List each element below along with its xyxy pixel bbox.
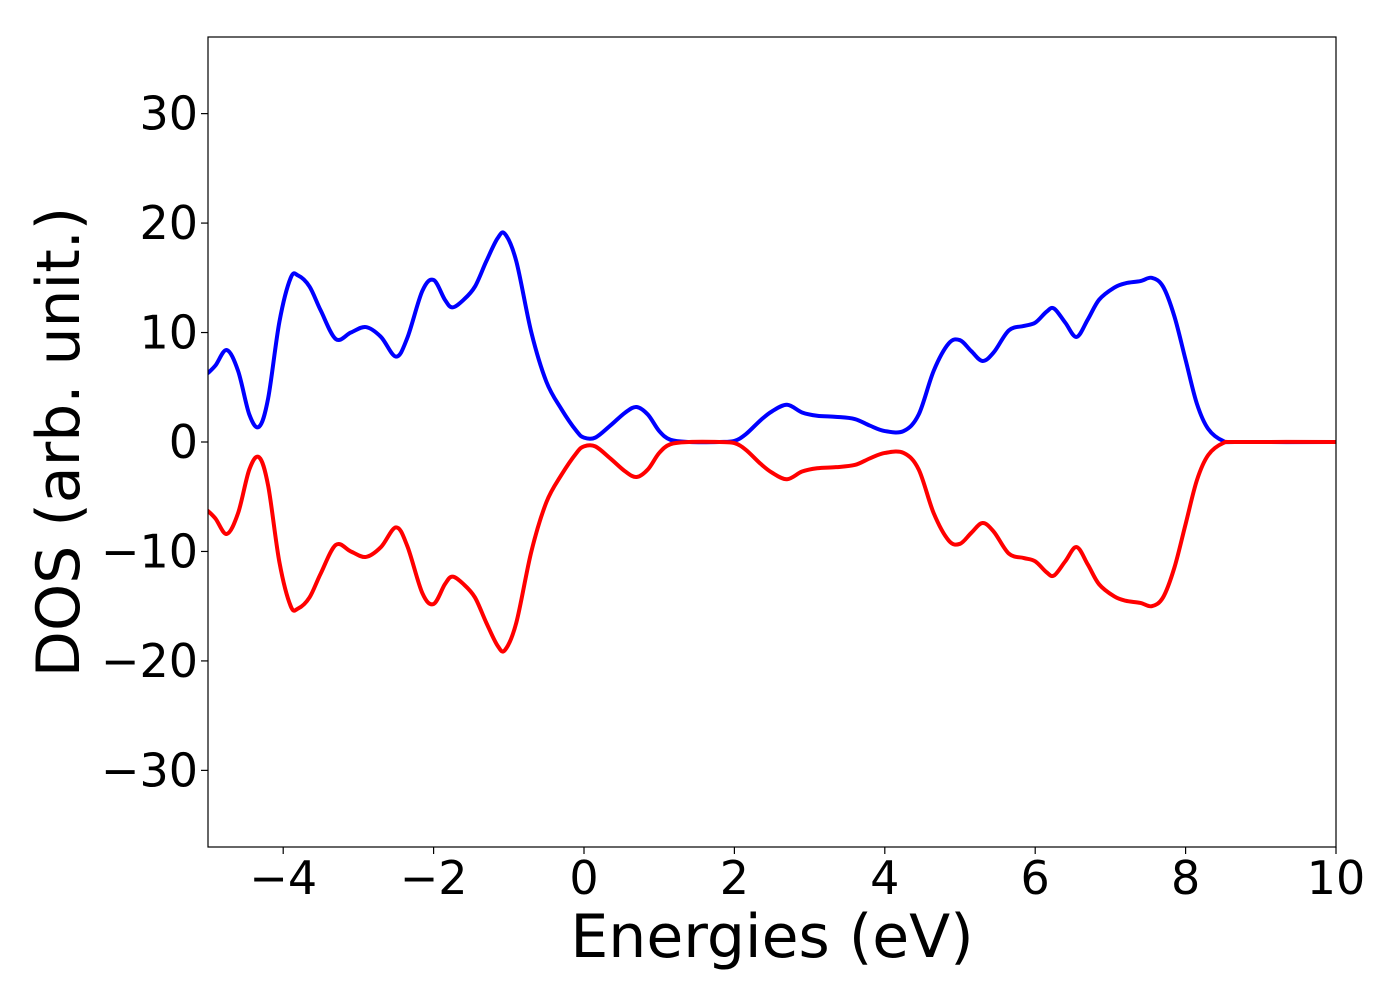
y-tick-label: −10 (101, 524, 198, 578)
x-axis-ticks: −4 −2 0 2 4 6 8 10 (249, 847, 1365, 905)
y-tick-label: 20 (139, 196, 198, 250)
x-tick-label: 4 (870, 851, 899, 905)
series-line-positive (208, 230, 1336, 445)
y-tick-label: −30 (101, 743, 198, 797)
y-axis-ticks: 30 20 10 0 −10 −20 −30 (101, 87, 208, 797)
series-line-negative (208, 439, 1336, 654)
x-tick-label: 8 (1171, 851, 1200, 905)
x-tick-label: −4 (249, 851, 317, 905)
x-axis-label: Energies (eV) (570, 902, 973, 972)
y-tick-label: −20 (101, 634, 198, 688)
y-tick-label: 30 (139, 87, 198, 141)
x-tick-label: 6 (1021, 851, 1050, 905)
y-axis-label: DOS (arb. unit.) (24, 207, 94, 677)
y-tick-label: 10 (139, 306, 198, 360)
x-tick-label: 2 (720, 851, 749, 905)
x-tick-label: 10 (1307, 851, 1366, 905)
plot-frame (207, 36, 1337, 848)
plot-area (207, 36, 1337, 848)
x-tick-label: 0 (569, 851, 598, 905)
y-tick-label: 0 (169, 415, 198, 469)
x-tick-label: −2 (400, 851, 468, 905)
